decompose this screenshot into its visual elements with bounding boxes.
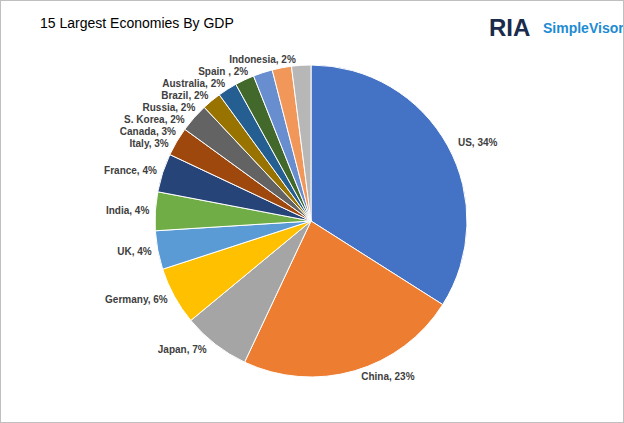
svg-text:SimpleVisor: SimpleVisor [543, 20, 623, 36]
svg-text:Canada, 3%: Canada, 3% [120, 126, 176, 137]
svg-text:Spain , 2%: Spain , 2% [198, 66, 248, 77]
svg-text:Australia, 2%: Australia, 2% [162, 78, 225, 89]
svg-text:Brazil, 2%: Brazil, 2% [161, 90, 208, 101]
svg-text:RIA: RIA [489, 14, 530, 41]
svg-text:S. Korea, 2%: S. Korea, 2% [124, 114, 185, 125]
svg-text:Indonesia, 2%: Indonesia, 2% [229, 54, 296, 65]
svg-text:Germany, 6%: Germany, 6% [105, 294, 168, 305]
svg-text:India, 4%: India, 4% [106, 205, 149, 216]
svg-text:China, 23%: China, 23% [361, 371, 414, 382]
svg-text:15 Largest Economies By GDP: 15 Largest Economies By GDP [40, 15, 234, 31]
svg-text:Italy, 3%: Italy, 3% [129, 138, 168, 149]
svg-text:US, 34%: US, 34% [458, 137, 498, 148]
svg-text:Russia, 2%: Russia, 2% [143, 102, 196, 113]
svg-text:Japan, 7%: Japan, 7% [158, 344, 207, 355]
svg-text:France, 4%: France, 4% [104, 165, 157, 176]
svg-text:UK, 4%: UK, 4% [117, 246, 152, 257]
